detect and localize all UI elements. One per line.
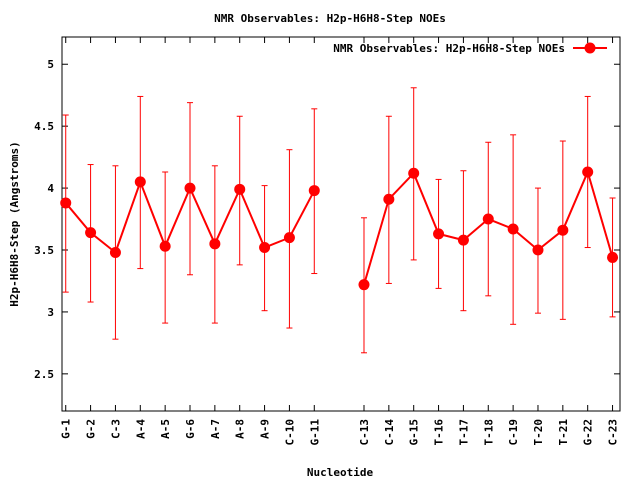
y-tick-label: 5 <box>47 58 54 71</box>
x-tick-label: T-20 <box>532 419 545 446</box>
x-tick-label: G-11 <box>308 419 321 446</box>
data-point <box>507 223 519 235</box>
series-lines <box>64 169 614 285</box>
y-tick-label: 3 <box>47 306 54 319</box>
x-tick-label: C-3 <box>109 419 122 439</box>
x-tick-label: C-10 <box>283 419 296 446</box>
data-point <box>85 227 97 239</box>
data-point <box>283 232 295 244</box>
data-point <box>159 240 171 252</box>
data-point <box>433 228 445 240</box>
y-tick-label: 4.5 <box>34 120 54 133</box>
plot-frame <box>61 36 621 412</box>
x-axis-label: Nucleotide <box>307 466 374 479</box>
data-point <box>209 238 221 250</box>
chart-title: NMR Observables: H2p-H6H8-Step NOEs <box>214 12 446 25</box>
x-tick-label: A-8 <box>234 419 247 439</box>
x-tick-label: T-16 <box>433 419 446 446</box>
x-tick-label: C-19 <box>507 419 520 446</box>
data-point <box>457 234 469 246</box>
x-tick-label: T-21 <box>557 419 570 446</box>
data-point <box>308 185 320 197</box>
x-tick-label: G-22 <box>582 419 595 446</box>
x-tick-label: A-5 <box>159 419 172 439</box>
data-point <box>60 197 72 209</box>
y-tick-label: 2.5 <box>34 368 54 381</box>
data-point <box>259 242 271 254</box>
data-point <box>607 251 619 263</box>
x-tick-label: A-4 <box>134 419 147 439</box>
data-point <box>557 224 569 236</box>
x-tick-label: T-18 <box>482 419 495 446</box>
x-axis-ticks: G-1 G-2 C-3 A-4 A-5 G-6 A-7 A-8 A-9 C-10 G-11 C-13 C… <box>60 37 620 446</box>
data-point <box>234 183 246 195</box>
data-point <box>383 193 395 205</box>
y-axis-label: H2p-H6H8-Step (Angstroms) <box>8 141 21 307</box>
data-point <box>109 246 121 258</box>
x-tick-label: A-7 <box>209 419 222 439</box>
y-axis-ticks: 2.5 3 3.5 4 4.5 5 <box>34 58 620 381</box>
x-tick-label: G-1 <box>60 419 73 439</box>
data-point <box>184 182 196 194</box>
data-point <box>532 244 544 256</box>
x-tick-label: A-9 <box>259 419 272 439</box>
x-tick-label: G-6 <box>184 419 197 439</box>
x-tick-label: C-23 <box>607 419 620 446</box>
x-tick-label: C-14 <box>383 419 396 446</box>
legend-marker <box>584 42 596 54</box>
data-point <box>358 279 370 291</box>
y-tick-label: 3.5 <box>34 244 54 257</box>
y-tick-label: 4 <box>47 182 54 195</box>
data-points <box>60 166 619 291</box>
x-tick-label: C-13 <box>358 419 371 446</box>
data-point <box>408 167 420 179</box>
x-tick-label: G-15 <box>408 419 421 446</box>
x-tick-label: G-2 <box>85 419 98 439</box>
data-point <box>134 176 146 188</box>
error-bars <box>62 87 616 354</box>
legend-label: NMR Observables: H2p-H6H8-Step NOEs <box>333 42 565 55</box>
data-point <box>582 166 594 178</box>
legend: NMR Observables: H2p-H6H8-Step NOEs <box>333 42 607 55</box>
x-tick-label: T-17 <box>457 419 470 446</box>
data-point <box>482 213 494 225</box>
